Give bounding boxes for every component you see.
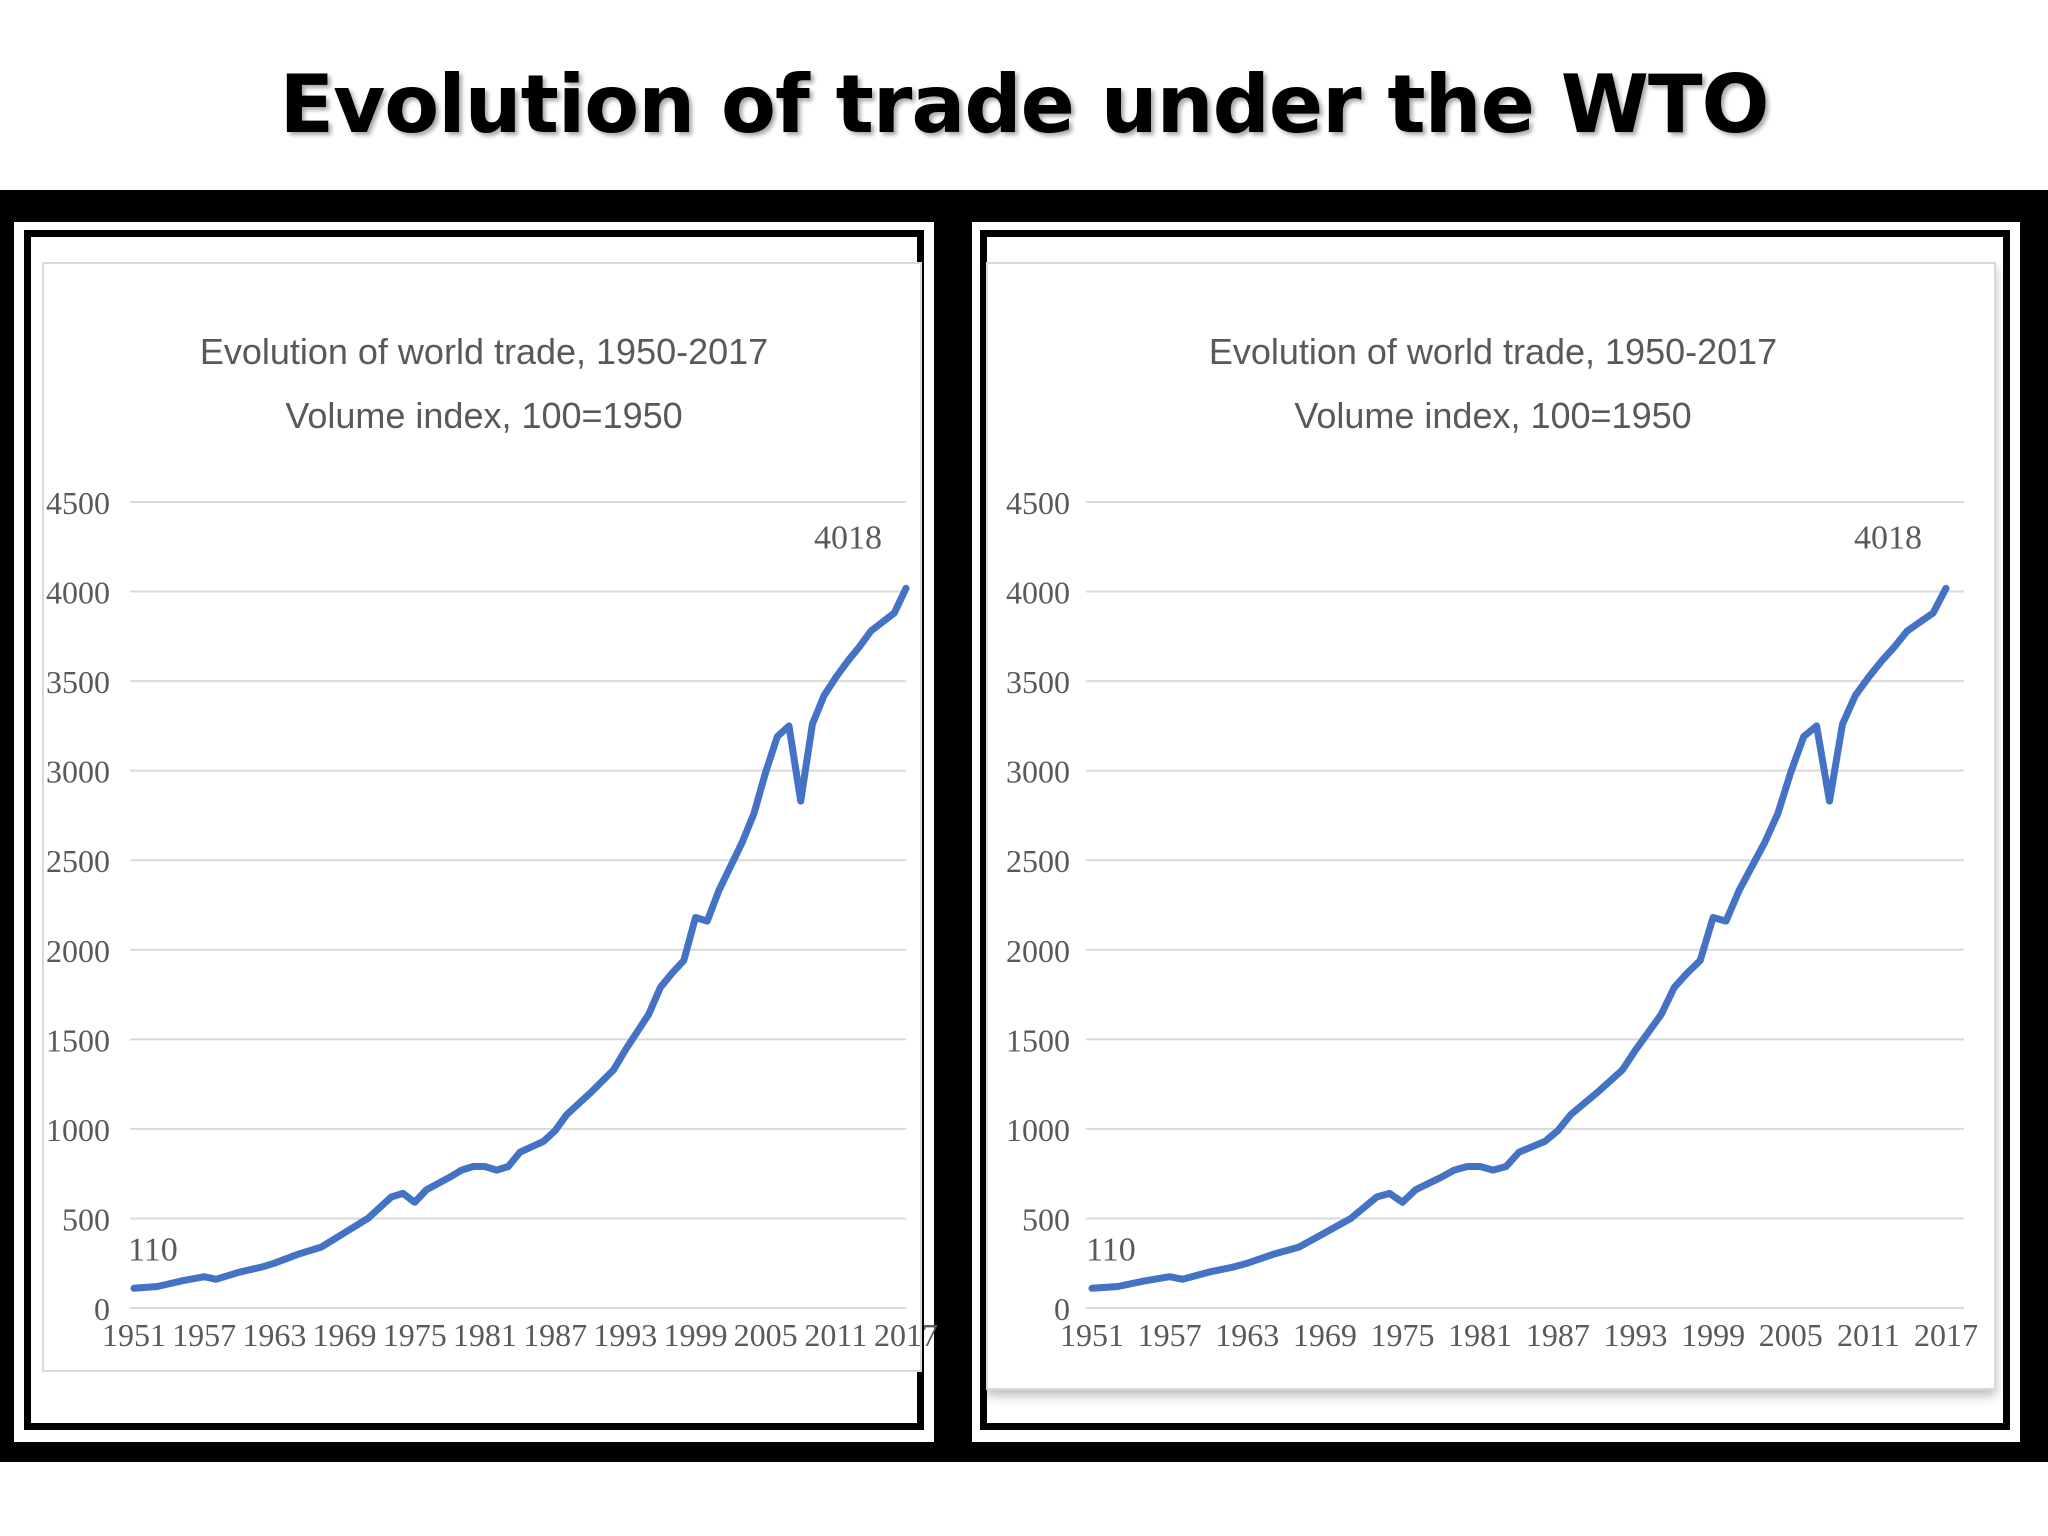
x-tick-label: 1975 <box>1371 1317 1435 1353</box>
slide-title: Evolution of trade under the WTO <box>279 58 1769 151</box>
y-tick-label: 4000 <box>46 575 110 611</box>
y-tick-label: 2500 <box>1006 843 1070 879</box>
right-panel: Evolution of world trade, 1950-2017 Volum… <box>972 222 2020 1442</box>
x-tick-label: 2011 <box>804 1317 867 1353</box>
end-value-label: 4018 <box>1854 519 1922 556</box>
end-value-label: 4018 <box>814 519 882 556</box>
x-tick-label: 1975 <box>383 1317 447 1353</box>
y-tick-label: 2000 <box>46 933 110 969</box>
chart-subtitle: Volume index, 100=1950 <box>1294 395 1691 436</box>
x-tick-label: 2017 <box>1914 1317 1978 1353</box>
y-tick-label: 1000 <box>46 1112 110 1148</box>
x-tick-label: 2017 <box>874 1317 938 1353</box>
charts-frame: Evolution of world trade, 1950-2017 Volum… <box>0 190 2048 1462</box>
start-value-label: 110 <box>1086 1231 1136 1268</box>
x-tick-label: 1999 <box>663 1317 727 1353</box>
x-tick-label: 1999 <box>1681 1317 1745 1353</box>
chart-right: Evolution of world trade, 1950-2017 Volum… <box>1006 331 1978 1353</box>
x-tick-label: 1993 <box>593 1317 657 1353</box>
chart-title: Evolution of world trade, 1950-2017 <box>1209 331 1777 372</box>
y-tick-label: 1000 <box>1006 1112 1070 1148</box>
chart-card-right: Evolution of world trade, 1950-2017 Volum… <box>986 262 1996 1390</box>
y-tick-label: 500 <box>62 1201 110 1237</box>
x-tick-label: 2011 <box>1837 1317 1900 1353</box>
x-tick-label: 1981 <box>1448 1317 1512 1353</box>
y-tick-label: 500 <box>1022 1201 1070 1237</box>
start-value-label: 110 <box>128 1231 178 1268</box>
x-tick-label: 1957 <box>172 1317 236 1353</box>
y-tick-label: 0 <box>94 1291 110 1327</box>
y-tick-label: 3000 <box>1006 754 1070 790</box>
x-tick-label: 2005 <box>734 1317 798 1353</box>
x-tick-label: 1963 <box>242 1317 306 1353</box>
x-tick-label: 1963 <box>1215 1317 1279 1353</box>
chart-subtitle: Volume index, 100=1950 <box>285 395 682 436</box>
x-tick-label: 1987 <box>523 1317 587 1353</box>
y-tick-label: 2500 <box>46 843 110 879</box>
x-tick-label: 1951 <box>102 1317 166 1353</box>
series-line <box>1088 584 1950 1292</box>
series-line <box>130 584 910 1292</box>
x-tick-label: 1981 <box>453 1317 517 1353</box>
x-tick-label: 1951 <box>1060 1317 1124 1353</box>
y-tick-label: 3500 <box>1006 664 1070 700</box>
x-tick-label: 1957 <box>1138 1317 1202 1353</box>
x-tick-label: 1993 <box>1603 1317 1667 1353</box>
y-tick-label: 1500 <box>46 1022 110 1058</box>
y-tick-label: 4500 <box>1006 485 1070 521</box>
y-tick-label: 3000 <box>46 754 110 790</box>
chart-title: Evolution of world trade, 1950-2017 <box>200 331 768 372</box>
y-tick-label: 4500 <box>46 485 110 521</box>
left-panel: Evolution of world trade, 1950-2017 Volum… <box>14 222 938 1442</box>
x-tick-label: 1987 <box>1526 1317 1590 1353</box>
x-tick-label: 2005 <box>1759 1317 1823 1353</box>
x-tick-label: 1969 <box>313 1317 377 1353</box>
x-tick-label: 1969 <box>1293 1317 1357 1353</box>
chart-left: Evolution of world trade, 1950-2017 Volum… <box>46 331 938 1353</box>
y-tick-label: 1500 <box>1006 1022 1070 1058</box>
y-tick-label: 3500 <box>46 664 110 700</box>
chart-card-left: Evolution of world trade, 1950-2017 Volum… <box>42 262 938 1372</box>
y-tick-label: 0 <box>1054 1291 1070 1327</box>
y-tick-label: 2000 <box>1006 933 1070 969</box>
y-tick-label: 4000 <box>1006 575 1070 611</box>
